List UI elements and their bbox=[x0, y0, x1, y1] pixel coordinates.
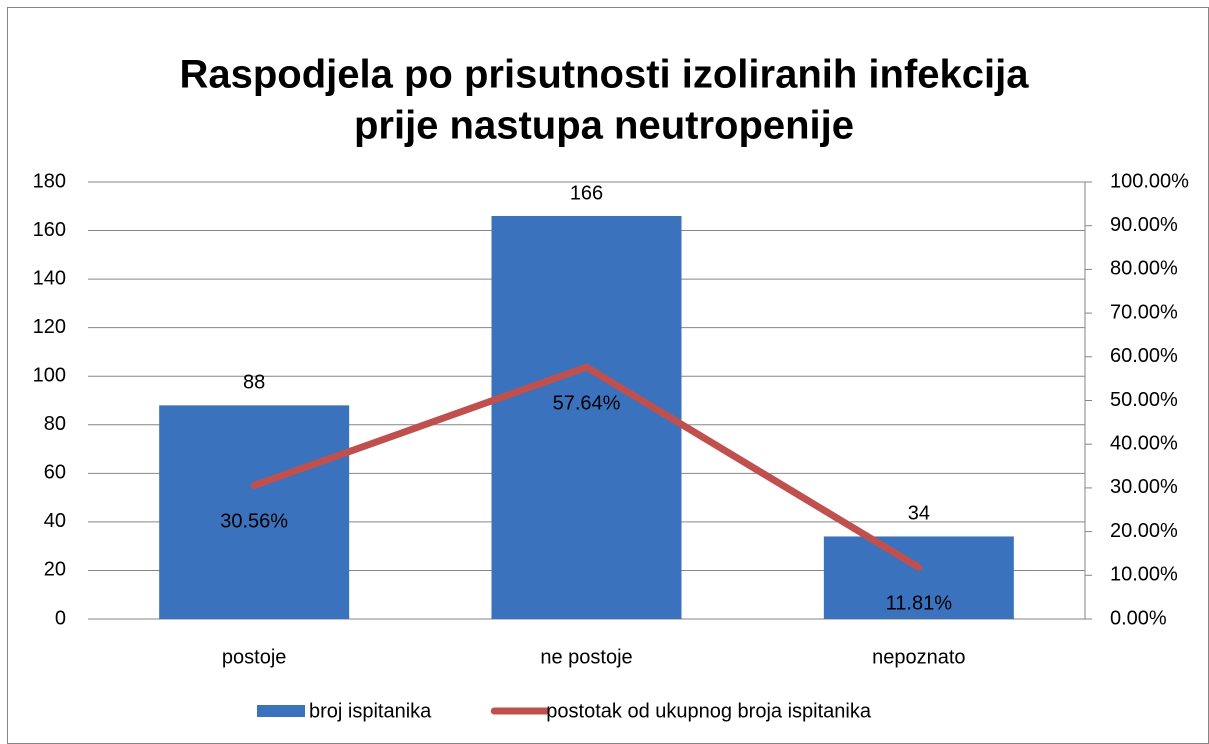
y-tick-label: 120 bbox=[33, 316, 66, 338]
line bbox=[250, 363, 923, 571]
legend-swatch bbox=[257, 705, 305, 717]
bar-value-label: 34 bbox=[908, 503, 930, 525]
chart-subtitle: prije nastupa neutropenije bbox=[354, 104, 854, 148]
line-value-label: 30.56% bbox=[220, 511, 288, 533]
y-tick-label: 60 bbox=[44, 462, 66, 484]
y-tick-label: 80 bbox=[44, 413, 66, 435]
bar-value-label: 88 bbox=[243, 372, 265, 394]
x-tick-label: nepoznato bbox=[872, 646, 965, 668]
bar bbox=[159, 405, 350, 619]
y2-tick-label: 100.00% bbox=[1110, 170, 1189, 192]
y2-tick-label: 20.00% bbox=[1110, 520, 1178, 542]
bar bbox=[491, 215, 682, 619]
y2-tick-label: 80.00% bbox=[1110, 258, 1178, 280]
y-tick-label: 180 bbox=[33, 170, 66, 192]
y2-tick-label: 0.00% bbox=[1110, 607, 1167, 629]
y2-tick-label: 90.00% bbox=[1110, 214, 1178, 236]
y2-tick-label: 30.00% bbox=[1110, 476, 1178, 498]
y2-tick-label: 70.00% bbox=[1110, 301, 1178, 323]
y-tick-label: 140 bbox=[33, 267, 66, 289]
x-tick-label: postoje bbox=[222, 646, 287, 668]
y2-tick-label: 40.00% bbox=[1110, 432, 1178, 454]
line-value-label: 11.81% bbox=[886, 593, 953, 615]
y-tick-label: 0 bbox=[55, 607, 66, 629]
x-tick-label: ne postoje bbox=[540, 646, 632, 668]
y-tick-label: 100 bbox=[33, 365, 66, 387]
y-tick-label: 20 bbox=[44, 559, 66, 581]
y2-tick-label: 60.00% bbox=[1110, 345, 1178, 367]
y-tick-label: 160 bbox=[33, 219, 66, 241]
line-value-label: 57.64% bbox=[553, 392, 621, 414]
y2-tick-label: 50.00% bbox=[1110, 389, 1178, 411]
chart-title: Raspodjela po prisutnosti izoliranih inf… bbox=[179, 53, 1029, 97]
bar-value-label: 166 bbox=[570, 182, 603, 204]
bar bbox=[823, 536, 1014, 619]
legend-label: postotak od ukupnog broja ispitanika bbox=[546, 700, 872, 722]
legend-label: broj ispitanika bbox=[309, 700, 432, 722]
y-tick-label: 40 bbox=[44, 510, 66, 532]
y2-tick-label: 10.00% bbox=[1110, 564, 1178, 586]
